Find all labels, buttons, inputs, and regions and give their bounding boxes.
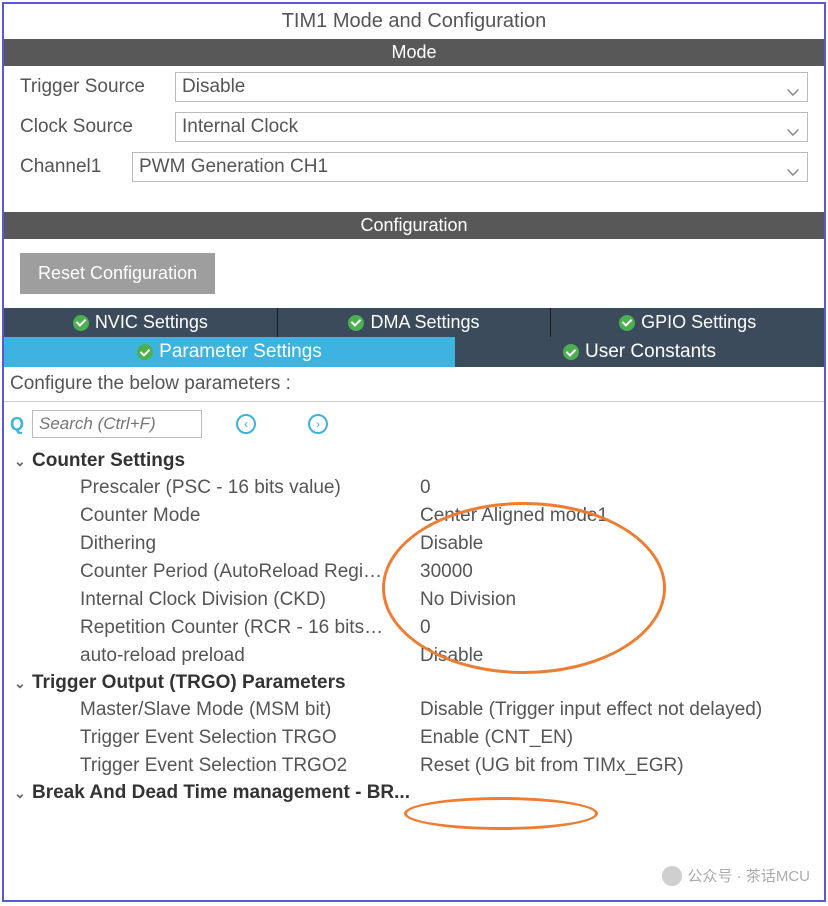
watermark-text: 公众号 · 茶话MCU — [688, 865, 811, 886]
group-counter-settings[interactable]: ⌄ Counter Settings — [14, 448, 818, 474]
check-icon — [73, 315, 89, 331]
param-value: Center Aligned mode1 — [420, 505, 818, 527]
param-counter-period[interactable]: Counter Period (AutoReload Regi… 30000 — [14, 558, 818, 586]
wechat-icon — [662, 866, 682, 886]
watermark: 公众号 · 茶话MCU — [662, 865, 811, 886]
trigger-source-label: Trigger Source — [20, 76, 175, 98]
group-trgo[interactable]: ⌄ Trigger Output (TRGO) Parameters — [14, 670, 818, 696]
param-repetition-counter[interactable]: Repetition Counter (RCR - 16 bits… 0 — [14, 614, 818, 642]
check-icon — [137, 344, 153, 360]
param-value: Reset (UG bit from TIMx_EGR) — [420, 755, 818, 777]
tab-nvic-settings[interactable]: NVIC Settings — [4, 308, 278, 337]
tab-dma-settings[interactable]: DMA Settings — [278, 308, 552, 337]
tabs-row-1: NVIC Settings DMA Settings GPIO Settings — [4, 308, 824, 337]
group-counter-title: Counter Settings — [32, 450, 185, 472]
tab-gpio-settings[interactable]: GPIO Settings — [551, 308, 824, 337]
param-autoreload-preload[interactable]: auto-reload preload Disable — [14, 642, 818, 670]
channel1-value: PWM Generation CH1 — [139, 156, 328, 178]
param-label: Internal Clock Division (CKD) — [80, 589, 420, 611]
mode-header: Mode — [4, 39, 824, 66]
clock-source-row: Clock Source Internal Clock — [20, 112, 808, 142]
group-break-title: Break And Dead Time management - BR... — [32, 782, 410, 804]
tab-user-label: User Constants — [585, 341, 716, 363]
check-icon — [563, 344, 579, 360]
param-value: Enable (CNT_EN) — [420, 727, 818, 749]
trigger-source-row: Trigger Source Disable — [20, 72, 808, 102]
param-value: No Division — [420, 589, 818, 611]
reset-config-button[interactable]: Reset Configuration — [20, 253, 215, 294]
check-icon — [348, 315, 364, 331]
param-prescaler[interactable]: Prescaler (PSC - 16 bits value) 0 — [14, 474, 818, 502]
channel2-row-cut — [4, 192, 824, 212]
panel-title: TIM1 Mode and Configuration — [4, 4, 824, 39]
param-label: Dithering — [80, 533, 420, 555]
tab-dma-label: DMA Settings — [370, 312, 479, 333]
search-input[interactable] — [32, 410, 202, 438]
config-header: Configuration — [4, 212, 824, 239]
channel1-row: Channel1 PWM Generation CH1 — [20, 152, 808, 182]
tab-nvic-label: NVIC Settings — [95, 312, 208, 333]
param-counter-mode[interactable]: Counter Mode Center Aligned mode1 — [14, 502, 818, 530]
param-dithering[interactable]: Dithering Disable — [14, 530, 818, 558]
parameter-tree: ⌄ Counter Settings Prescaler (PSC - 16 b… — [4, 448, 824, 806]
param-label: Prescaler (PSC - 16 bits value) — [80, 477, 420, 499]
configure-label: Configure the below parameters : — [4, 367, 824, 402]
param-value: Disable — [420, 533, 818, 555]
trigger-source-value: Disable — [182, 76, 245, 98]
search-row: Q ‹ › — [4, 402, 824, 448]
param-value: 0 — [420, 477, 818, 499]
clock-source-label: Clock Source — [20, 116, 175, 138]
group-break-deadtime[interactable]: ⌄ Break And Dead Time management - BR... — [14, 780, 818, 806]
group-trgo-title: Trigger Output (TRGO) Parameters — [32, 672, 346, 694]
clock-source-value: Internal Clock — [182, 116, 298, 138]
param-trgo2[interactable]: Trigger Event Selection TRGO2 Reset (UG … — [14, 752, 818, 780]
param-msm[interactable]: Master/Slave Mode (MSM bit) Disable (Tri… — [14, 696, 818, 724]
tabs-row-2: Parameter Settings User Constants — [4, 337, 824, 367]
search-icon[interactable]: Q — [10, 414, 24, 435]
chevron-down-icon: ⌄ — [14, 785, 30, 802]
param-value: Disable (Trigger input effect not delaye… — [420, 699, 818, 721]
next-icon[interactable]: › — [308, 414, 328, 434]
tab-user-constants[interactable]: User Constants — [455, 337, 824, 367]
config-panel: TIM1 Mode and Configuration Mode Trigger… — [2, 2, 826, 902]
param-label: Trigger Event Selection TRGO2 — [80, 755, 420, 777]
param-clock-division[interactable]: Internal Clock Division (CKD) No Divisio… — [14, 586, 818, 614]
trigger-source-select[interactable]: Disable — [175, 72, 808, 102]
check-icon — [619, 315, 635, 331]
param-value: 30000 — [420, 561, 818, 583]
chevron-down-icon: ⌄ — [14, 453, 30, 470]
param-label: Trigger Event Selection TRGO — [80, 727, 420, 749]
param-label: auto-reload preload — [80, 645, 420, 667]
param-value: 0 — [420, 617, 818, 639]
prev-icon[interactable]: ‹ — [236, 414, 256, 434]
channel1-label: Channel1 — [20, 156, 132, 178]
param-label: Repetition Counter (RCR - 16 bits… — [80, 617, 420, 639]
param-label: Counter Period (AutoReload Regi… — [80, 561, 420, 583]
clock-source-select[interactable]: Internal Clock — [175, 112, 808, 142]
tab-gpio-label: GPIO Settings — [641, 312, 756, 333]
tab-param-label: Parameter Settings — [159, 341, 322, 363]
param-label: Counter Mode — [80, 505, 420, 527]
mode-body: Trigger Source Disable Clock Source Inte… — [4, 66, 824, 182]
chevron-down-icon: ⌄ — [14, 675, 30, 692]
param-trgo[interactable]: Trigger Event Selection TRGO Enable (CNT… — [14, 724, 818, 752]
tab-parameter-settings[interactable]: Parameter Settings — [4, 337, 455, 367]
channel1-select[interactable]: PWM Generation CH1 — [132, 152, 808, 182]
param-value: Disable — [420, 645, 818, 667]
param-label: Master/Slave Mode (MSM bit) — [80, 699, 420, 721]
